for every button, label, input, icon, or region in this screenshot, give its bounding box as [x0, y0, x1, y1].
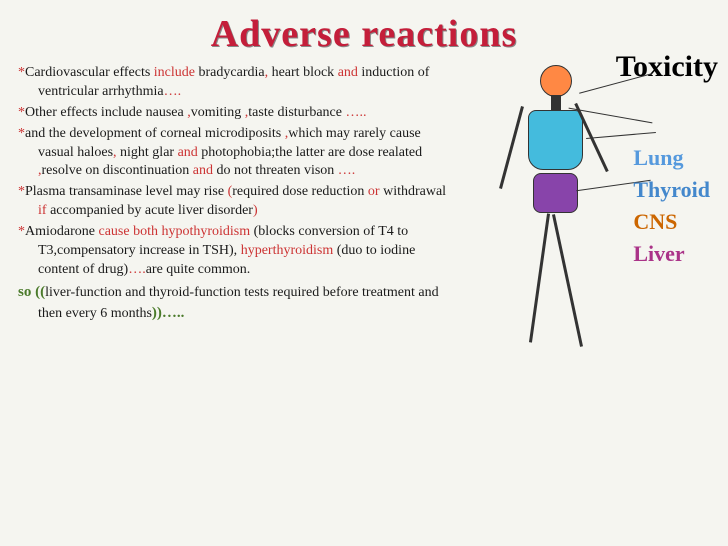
- bullet-other-effects: *Other effects include nausea ,vomiting …: [18, 104, 448, 123]
- leader-cns: [579, 73, 652, 93]
- head-shape: [540, 65, 572, 97]
- bullet-plasma: *Plasma transaminase level may rise (req…: [18, 183, 448, 221]
- label-cns: CNS: [633, 209, 710, 235]
- arm-left: [499, 106, 524, 189]
- liver-shape: [533, 173, 578, 213]
- leg-right: [552, 214, 583, 347]
- content-area: *Cardiovascular effects include bradycar…: [18, 64, 448, 324]
- person-outline: [478, 65, 648, 385]
- leg-left: [529, 213, 550, 342]
- anatomy-figure: [478, 65, 648, 385]
- bullet-amiodarone: *Amiodarone cause both hypothyroidism (b…: [18, 223, 448, 280]
- bullet-cardiovascular: *Cardiovascular effects include bradycar…: [18, 64, 448, 102]
- label-lung: Lung: [633, 145, 710, 171]
- leader-lung: [586, 132, 656, 139]
- organ-labels: Lung Thyroid CNS Liver: [633, 145, 710, 273]
- toxicity-sidebar: Toxicity Lung Thyroid CNS Liver: [473, 15, 718, 395]
- label-thyroid: Thyroid: [633, 177, 710, 203]
- lung-shape: [528, 110, 583, 170]
- bullet-conclusion: so ((liver-function and thyroid-function…: [18, 282, 448, 324]
- slide-container: Adverse reactions *Cardiovascular effect…: [0, 0, 728, 546]
- label-liver: Liver: [633, 241, 710, 267]
- bullet-corneal: *and the development of corneal microdip…: [18, 125, 448, 182]
